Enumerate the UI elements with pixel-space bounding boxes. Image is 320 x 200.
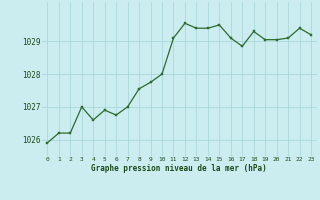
X-axis label: Graphe pression niveau de la mer (hPa): Graphe pression niveau de la mer (hPa) xyxy=(91,164,267,173)
